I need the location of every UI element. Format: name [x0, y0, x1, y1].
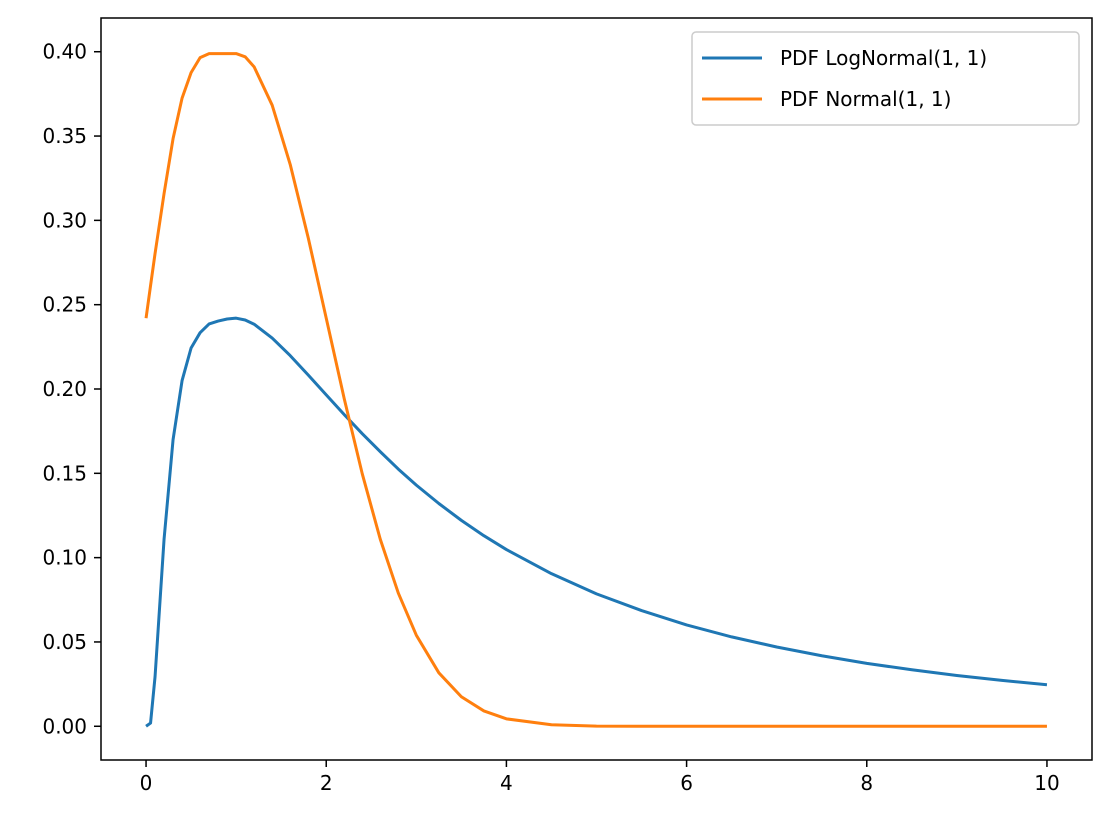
legend-label-normal: PDF Normal(1, 1) [780, 87, 951, 111]
y-tick-label: 0.00 [42, 714, 87, 738]
x-tick-label: 0 [140, 771, 153, 795]
y-tick-label: 0.15 [42, 461, 87, 485]
x-tick-label: 4 [500, 771, 513, 795]
y-tick-label: 0.05 [42, 630, 87, 654]
x-tick-label: 8 [860, 771, 873, 795]
y-tick-label: 0.40 [42, 40, 87, 64]
y-axis: 0.00 0.05 0.10 0.15 0.20 0.25 0.30 0.35 0.40 [42, 40, 101, 738]
y-tick-label: 0.30 [42, 208, 87, 232]
x-tick-label: 10 [1034, 771, 1059, 795]
y-tick-label: 0.25 [42, 293, 87, 317]
x-axis: 0 2 4 6 8 10 [140, 760, 1060, 795]
legend-label-lognormal: PDF LogNormal(1, 1) [780, 46, 987, 70]
y-tick-label: 0.10 [42, 546, 87, 570]
x-tick-label: 6 [680, 771, 693, 795]
series-line-normal [144, 52, 1047, 728]
y-tick-label: 0.20 [42, 377, 87, 401]
legend-box [691, 31, 1080, 126]
lines-layer [144, 52, 1048, 728]
x-tick-label: 2 [320, 771, 333, 795]
series-line-lognormal [145, 316, 1048, 728]
legend: PDF LogNormal(1, 1) PDF Normal(1, 1) [691, 31, 1080, 126]
y-tick-label: 0.35 [42, 124, 87, 148]
